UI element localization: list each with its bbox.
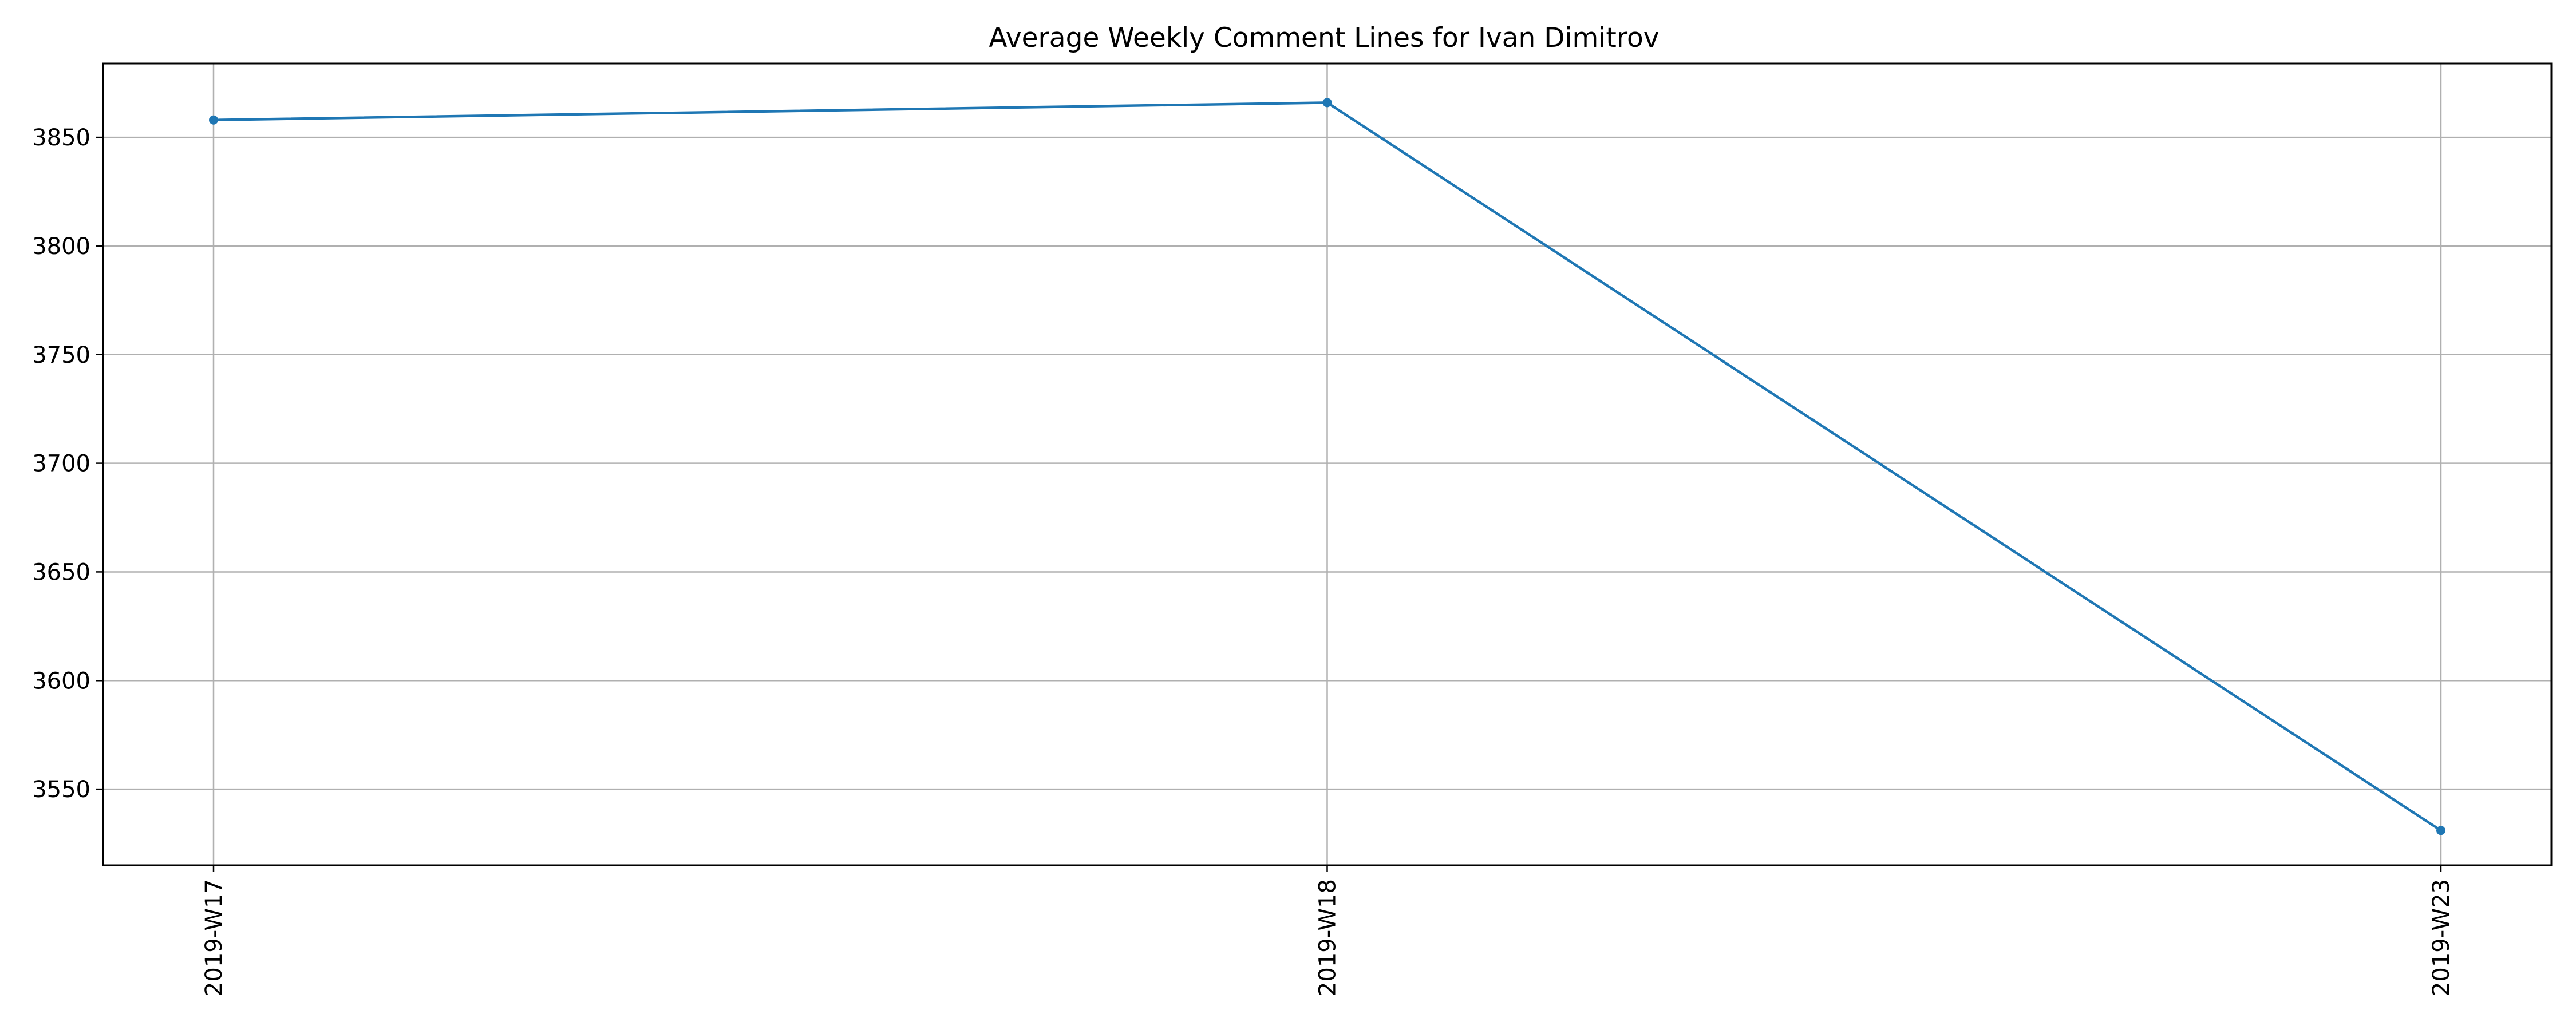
y-tick-label: 3550 xyxy=(32,777,90,803)
tick-marks xyxy=(96,136,2442,872)
data-point xyxy=(1322,98,1332,108)
series-layer xyxy=(209,98,2445,835)
data-point xyxy=(209,115,218,125)
y-tick-label: 3700 xyxy=(32,451,90,477)
x-tick-label: 2019-W23 xyxy=(2428,879,2455,996)
x-tick-label: 2019-W18 xyxy=(1315,879,1341,996)
y-tick-label: 3750 xyxy=(32,342,90,369)
y-tick-label: 3850 xyxy=(32,125,90,151)
x-tick-label: 2019-W17 xyxy=(201,879,227,996)
y-tick-label: 3800 xyxy=(32,233,90,260)
grid-lines xyxy=(103,64,2551,865)
chart-title: Average Weekly Comment Lines for Ivan Di… xyxy=(989,22,1659,54)
x-axis-tick-labels: 2019-W17 2019-W18 2019-W23 xyxy=(201,879,2455,996)
y-axis-tick-labels: 3550 3600 3650 3700 3750 3800 3850 xyxy=(32,125,90,803)
data-point xyxy=(2436,826,2445,835)
y-tick-label: 3600 xyxy=(32,668,90,694)
y-tick-label: 3650 xyxy=(32,559,90,585)
